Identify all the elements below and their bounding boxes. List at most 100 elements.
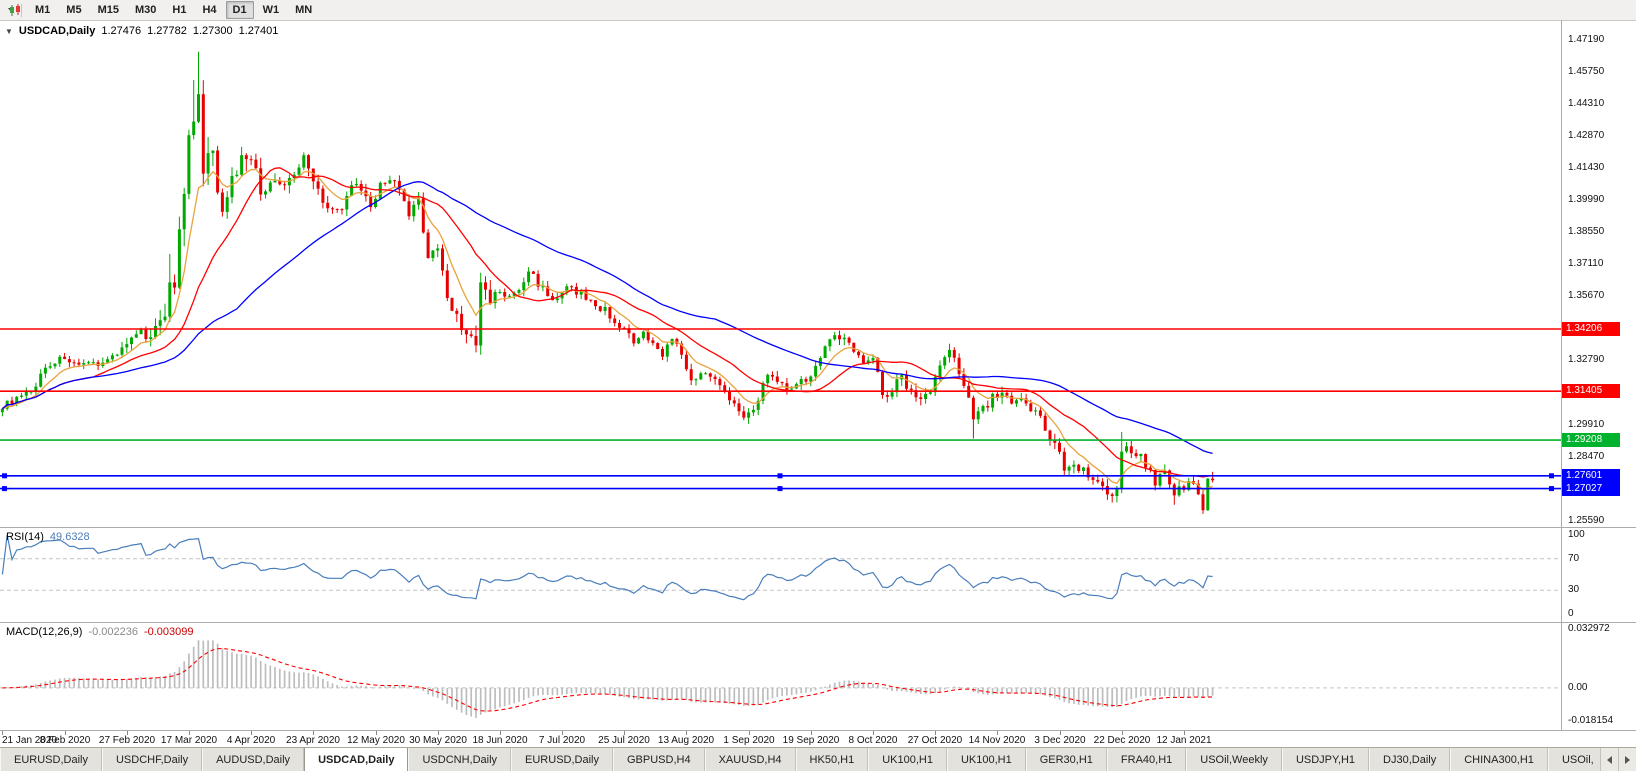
price-badge-1.27027[interactable]: 1.27027 bbox=[1562, 481, 1620, 496]
timeframe-button-H1[interactable]: H1 bbox=[172, 4, 187, 16]
time-axis-tick bbox=[65, 731, 66, 735]
ma-line-medium bbox=[1, 167, 1213, 478]
timeframe-button-M15[interactable]: M15 bbox=[97, 4, 119, 16]
toolbar-separator bbox=[21, 3, 22, 17]
time-axis-tick bbox=[1060, 731, 1061, 735]
chart-tabs-bar: EURUSD,Daily USDCHF,Daily AUDUSD,Daily USDC… bbox=[0, 747, 1636, 771]
symbol-ohlc-label: ▼ USDCAD,Daily 1.27476 1.27782 1.27300 1… bbox=[5, 25, 278, 37]
time-axis-tick bbox=[997, 731, 998, 735]
macd-histogram bbox=[6, 640, 1214, 718]
time-axis-tick bbox=[749, 731, 750, 735]
tabs-scroll-right-button[interactable] bbox=[1618, 748, 1636, 771]
time-axis-tick bbox=[189, 731, 190, 735]
date-label: 19 Sep 2020 bbox=[782, 735, 840, 746]
price-badge-1.29208[interactable]: 1.29208 bbox=[1562, 433, 1620, 448]
chart-type-dropdown[interactable] bbox=[4, 3, 20, 16]
time-axis-tick bbox=[313, 731, 314, 735]
chart-tab-AUDUSD-Daily[interactable]: AUDUSD,Daily bbox=[202, 748, 305, 771]
chart-tab-EURUSD-Daily[interactable]: EURUSD,Daily bbox=[511, 748, 613, 771]
one-click-trading-icon[interactable]: ▼ bbox=[5, 26, 13, 36]
timeframe-button-M30[interactable]: M30 bbox=[134, 4, 157, 16]
chart-tab-GBPUSD-H4[interactable]: GBPUSD,H4 bbox=[613, 748, 705, 771]
time-axis[interactable]: 21 Jan 2020 8 Feb 2020 27 Feb 2020 17 Mar 2… bbox=[0, 730, 1636, 748]
timeframe-button-W1[interactable]: W1 bbox=[262, 4, 280, 16]
tabs-scroll-left-button[interactable] bbox=[1600, 748, 1618, 771]
macd-name: MACD(12,26,9) bbox=[6, 626, 83, 638]
time-axis-tick bbox=[935, 731, 936, 735]
panel-splitter[interactable] bbox=[0, 527, 1636, 528]
macd-indicator-canvas[interactable] bbox=[0, 622, 1561, 730]
timeframe-button-M5[interactable]: M5 bbox=[66, 4, 82, 16]
line-handle[interactable] bbox=[777, 486, 783, 492]
timeframe-button-M1[interactable]: M1 bbox=[35, 4, 51, 16]
panel-splitter[interactable] bbox=[0, 622, 1636, 623]
price-scale-column[interactable]: 1.47190 1.45750 1.44310 1.42870 1.41430 1.399… bbox=[1562, 0, 1636, 747]
line-handle[interactable] bbox=[2, 473, 7, 479]
time-axis-tick bbox=[562, 731, 563, 735]
date-label: 27 Oct 2020 bbox=[907, 735, 963, 746]
price-scale-label: 1.37110 bbox=[1568, 258, 1604, 270]
time-axis-tick bbox=[1122, 731, 1123, 735]
price-scale-label: 1.28470 bbox=[1568, 450, 1605, 462]
line-handle[interactable] bbox=[1549, 473, 1554, 479]
time-axis-tick bbox=[811, 731, 812, 735]
chart-tab-XAUUSD-H4[interactable]: XAUUSD,H4 bbox=[704, 748, 796, 771]
chart-tab-DJ30-Daily[interactable]: DJ30,Daily bbox=[1369, 748, 1451, 771]
chart-tab-EURUSD-Daily[interactable]: EURUSD,Daily bbox=[0, 748, 102, 771]
line-handle[interactable] bbox=[777, 473, 783, 479]
price-badge-1.27601[interactable]: 1.27601 bbox=[1562, 468, 1620, 483]
time-axis-tick bbox=[438, 731, 439, 735]
chart-tab-FRA40-H1[interactable]: FRA40,H1 bbox=[1106, 748, 1187, 771]
line-handle[interactable] bbox=[1549, 486, 1554, 492]
date-label: 17 Mar 2020 bbox=[160, 735, 218, 746]
chart-tab-HK50-H1[interactable]: HK50,H1 bbox=[795, 748, 869, 771]
rsi-scale-label: 70 bbox=[1568, 552, 1580, 564]
time-axis-tick bbox=[376, 731, 377, 735]
rsi-scale-label: 0 bbox=[1568, 608, 1574, 619]
timeframe-button-H4[interactable]: H4 bbox=[202, 4, 217, 16]
chart-tab-USOil-Weekly[interactable]: USOil,Weekly bbox=[1186, 748, 1282, 771]
date-label: 8 Feb 2020 bbox=[39, 735, 91, 746]
chart-tab-CHINA300-H1[interactable]: CHINA300,H1 bbox=[1450, 748, 1548, 771]
price-chart-canvas[interactable] bbox=[0, 20, 1561, 527]
time-axis-tick bbox=[873, 731, 874, 735]
timeframes-toolbar: M1 M5 M15 M30 H1 H4 D1 W1 MN bbox=[0, 0, 1636, 21]
date-label: 22 Dec 2020 bbox=[1093, 735, 1151, 746]
macd-signal-value: -0.003099 bbox=[143, 626, 194, 638]
chart-tab-GER30-H1[interactable]: GER30,H1 bbox=[1025, 748, 1107, 771]
chart-tab-UK100-H1[interactable]: UK100,H1 bbox=[946, 748, 1026, 771]
chart-tab-USDCHF-Daily[interactable]: USDCHF,Daily bbox=[101, 748, 203, 771]
timeframe-button-MN[interactable]: MN bbox=[295, 4, 313, 16]
timeframe-button-D1[interactable]: D1 bbox=[225, 1, 254, 19]
date-label: 12 May 2020 bbox=[347, 735, 405, 746]
chart-tab-USOil-[interactable]: USOil, bbox=[1547, 748, 1601, 771]
date-label: 3 Dec 2020 bbox=[1034, 735, 1086, 746]
price-scale-label: 1.25590 bbox=[1568, 514, 1605, 526]
time-axis-tick bbox=[127, 731, 128, 735]
time-axis-tick bbox=[1184, 731, 1185, 735]
close-value: 1.27401 bbox=[238, 25, 279, 37]
rsi-indicator-canvas[interactable] bbox=[0, 527, 1561, 622]
low-value: 1.27300 bbox=[192, 25, 233, 37]
open-value: 1.27476 bbox=[101, 25, 142, 37]
price-badge-1.31405[interactable]: 1.31405 bbox=[1562, 384, 1620, 399]
price-badge-1.34206[interactable]: 1.34206 bbox=[1562, 322, 1620, 336]
date-label: 21 Jan 2020 bbox=[2, 735, 58, 746]
high-value: 1.27782 bbox=[147, 25, 187, 37]
chart-tab-USDJPY-H1[interactable]: USDJPY,H1 bbox=[1281, 748, 1370, 771]
date-label: 1 Sep 2020 bbox=[723, 735, 775, 746]
time-axis-tick bbox=[500, 731, 501, 735]
price-scale-label: 1.42870 bbox=[1568, 130, 1605, 142]
timeframe-buttons: M1 M5 M15 M30 H1 H4 D1 W1 MN bbox=[27, 1, 320, 19]
macd-scale-label: 0.00 bbox=[1568, 681, 1588, 693]
time-axis-tick bbox=[251, 731, 252, 735]
price-scale-label: 1.38550 bbox=[1568, 226, 1605, 238]
price-scale-label: 1.44310 bbox=[1568, 98, 1605, 110]
line-handle[interactable] bbox=[2, 486, 7, 492]
chart-tab-UK100-H1[interactable]: UK100,H1 bbox=[868, 748, 947, 771]
chart-tab-USDCAD-Daily[interactable]: USDCAD,Daily bbox=[304, 748, 409, 771]
chart-tab-USDCNH-Daily[interactable]: USDCNH,Daily bbox=[408, 748, 512, 771]
date-label: 8 Oct 2020 bbox=[848, 735, 898, 746]
price-scale-label: 1.45750 bbox=[1568, 66, 1605, 78]
